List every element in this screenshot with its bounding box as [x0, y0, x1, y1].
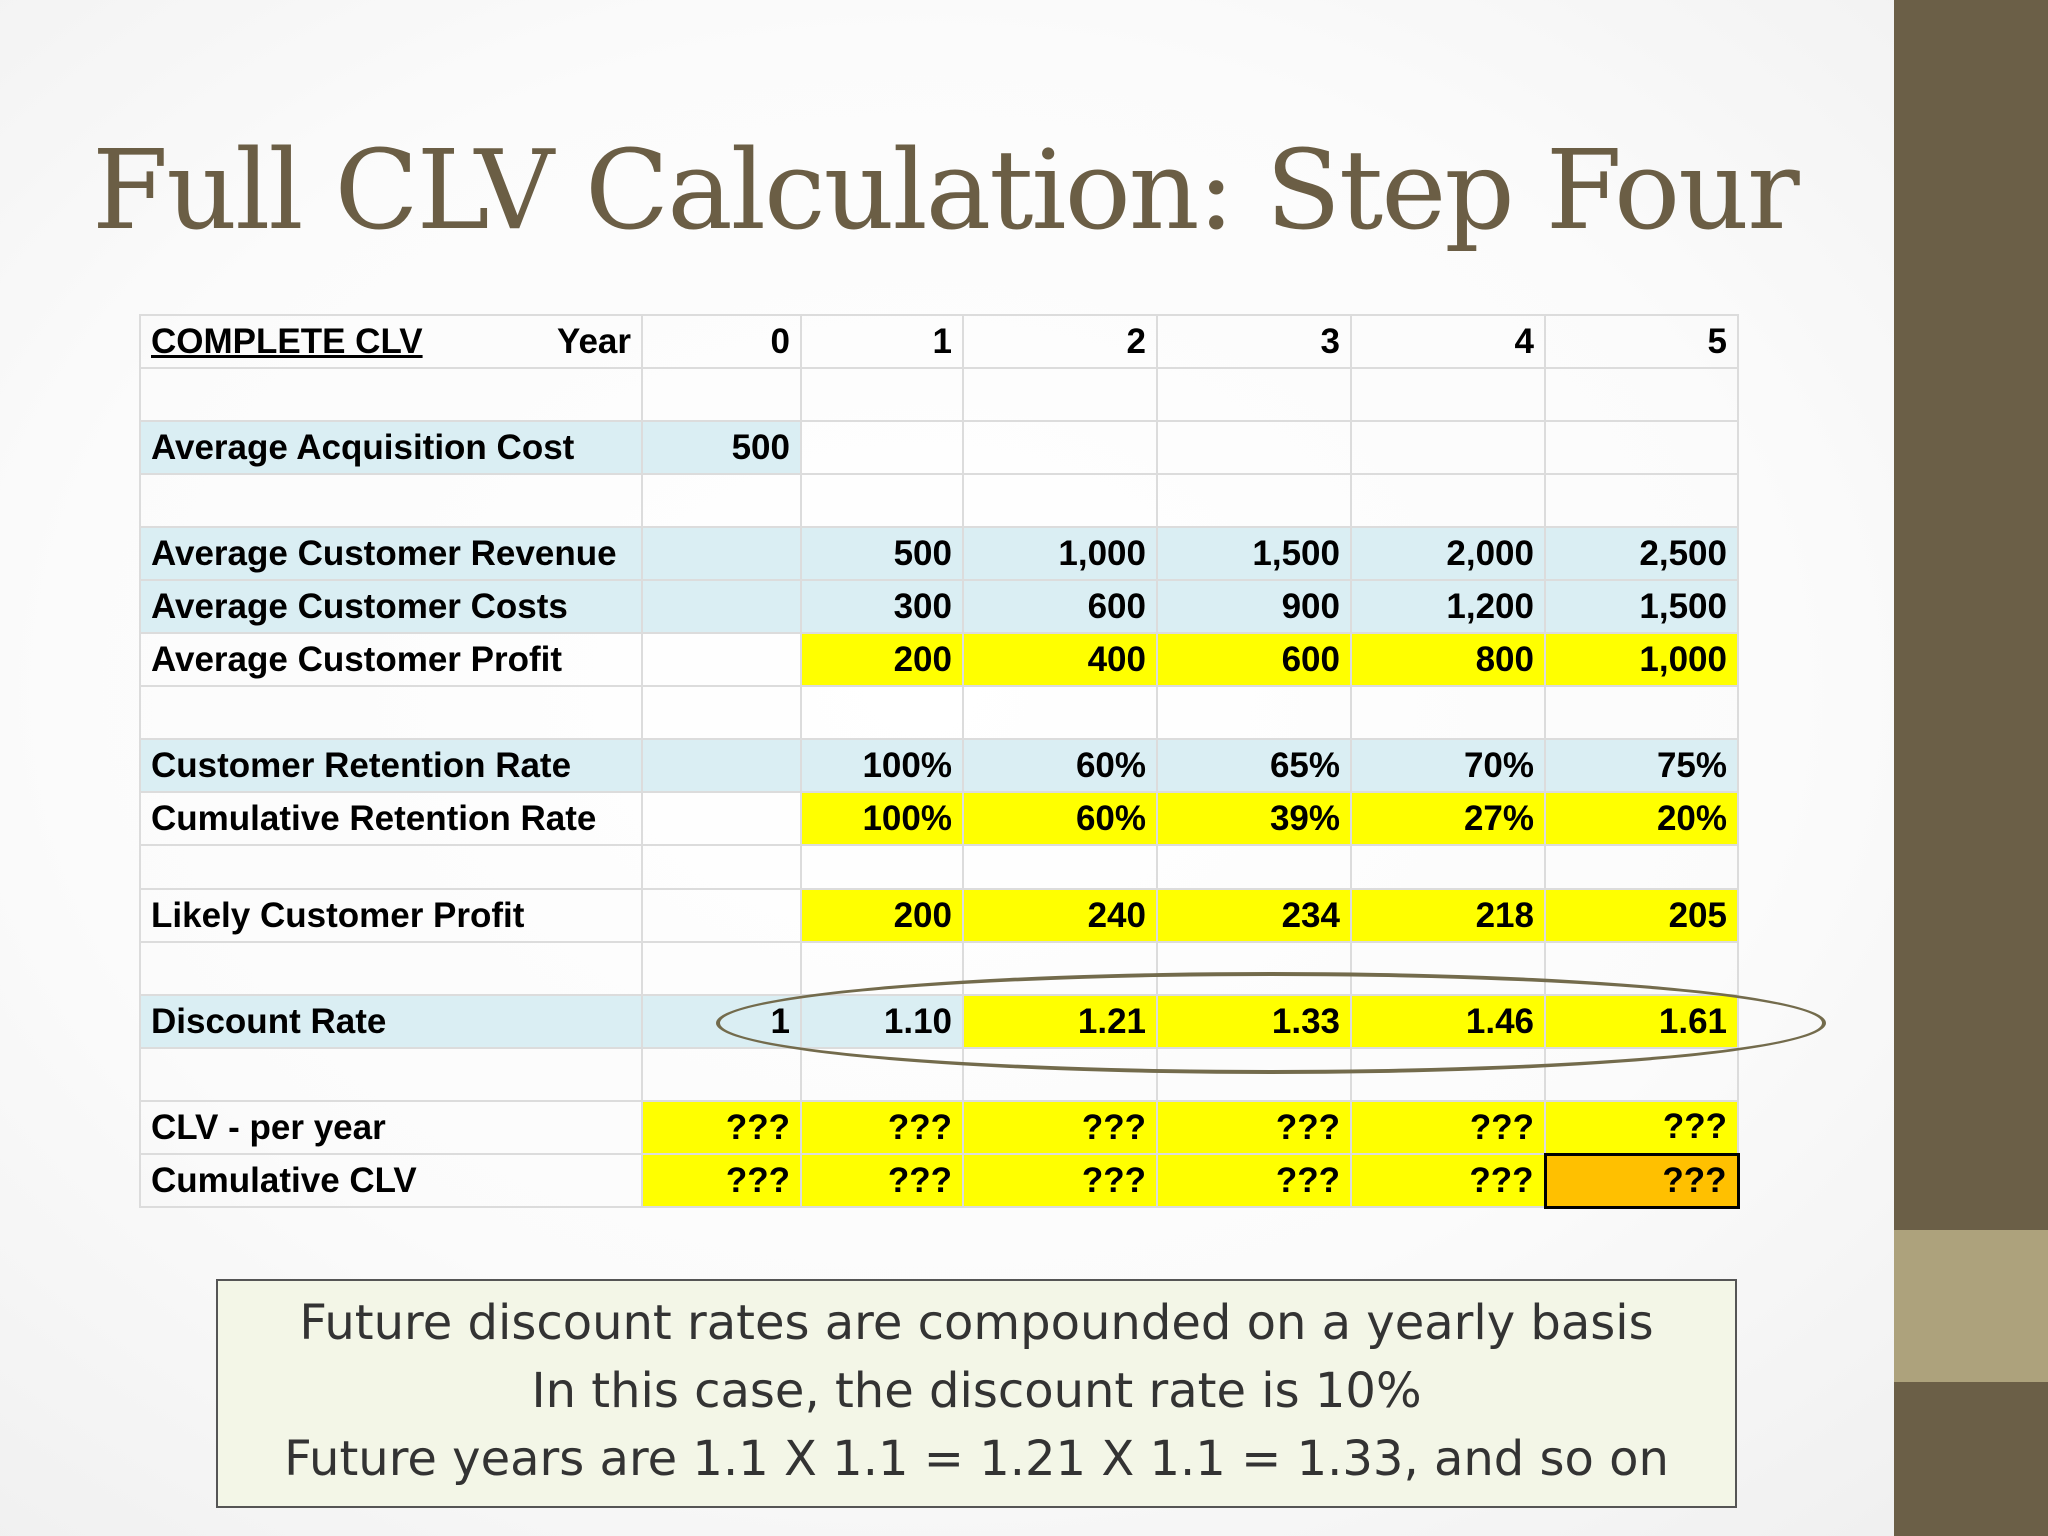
table-cell: ??? — [1544, 1100, 1739, 1155]
acquisition-cost-row: Average Acquisition Cost 500 — [139, 420, 1739, 475]
table-cell: 2,000 — [1350, 526, 1546, 581]
row-label: Average Acquisition Cost — [139, 420, 643, 475]
table-cell: 900 — [1156, 579, 1352, 634]
table-cell: 218 — [1350, 888, 1546, 943]
table-cell: ??? — [641, 1100, 802, 1155]
spacer-row — [139, 941, 1739, 996]
table-cell: 1,200 — [1350, 579, 1546, 634]
table-cell: 205 — [1544, 888, 1739, 943]
table-cell: 500 — [800, 526, 964, 581]
row-label: Likely Customer Profit — [139, 888, 643, 943]
year-header: 4 — [1350, 314, 1546, 369]
table-cell: 1.21 — [962, 994, 1158, 1049]
table-cell: 100% — [800, 738, 964, 793]
spacer-row — [139, 473, 1739, 528]
table-cell: 200 — [800, 632, 964, 687]
table-cell: ??? — [800, 1153, 964, 1208]
note-line: In this case, the discount rate is 10% — [531, 1363, 1422, 1419]
slide-title: Full CLV Calculation: Step Four — [92, 126, 1800, 254]
clv-table: COMPLETE CLV Year 0 1 2 3 4 5 Average Ac… — [139, 314, 1740, 1209]
table-cell: 1 — [641, 994, 802, 1049]
table-cell: ??? — [1156, 1100, 1352, 1155]
acquisition-cost-value: 500 — [641, 420, 802, 475]
table-cell: 70% — [1350, 738, 1546, 793]
table-cell: 400 — [962, 632, 1158, 687]
table-cell: 100% — [800, 791, 964, 846]
likely-profit-row: Likely Customer Profit 200 240 234 218 2… — [139, 888, 1739, 943]
header-label-cell: COMPLETE CLV Year — [139, 314, 643, 369]
table-cell: 1,000 — [1544, 632, 1739, 687]
table-cell: 1.10 — [800, 994, 964, 1049]
table-cell: 200 — [800, 888, 964, 943]
table-cell: 39% — [1156, 791, 1352, 846]
profit-row: Average Customer Profit 200 400 600 800 … — [139, 632, 1739, 687]
header-row: COMPLETE CLV Year 0 1 2 3 4 5 — [139, 314, 1739, 369]
table-cell: 75% — [1544, 738, 1739, 793]
revenue-row: Average Customer Revenue 500 1,000 1,500… — [139, 526, 1739, 581]
table-cell: 1,500 — [1544, 579, 1739, 634]
spacer-row — [139, 844, 1739, 890]
row-label: Cumulative Retention Rate — [139, 791, 643, 846]
table-cell: 234 — [1156, 888, 1352, 943]
table-cell: 1.46 — [1350, 994, 1546, 1049]
table-cell: 60% — [962, 791, 1158, 846]
table-cell: ??? — [962, 1100, 1158, 1155]
year-header: 5 — [1544, 314, 1739, 369]
row-label: Cumulative CLV — [139, 1153, 643, 1208]
table-cell: 800 — [1350, 632, 1546, 687]
note-box: Future discount rates are compounded on … — [216, 1279, 1737, 1508]
table-cell: 300 — [800, 579, 964, 634]
discount-rate-row: Discount Rate 1 1.10 1.21 1.33 1.46 1.61 — [139, 994, 1739, 1049]
table-cell: 600 — [962, 579, 1158, 634]
clv-per-year-row: CLV - per year ??? ??? ??? ??? ??? ??? — [139, 1100, 1739, 1155]
table-cell: 2,500 — [1544, 526, 1739, 581]
table-cell: ??? — [641, 1153, 802, 1208]
year-header: 0 — [641, 314, 802, 369]
year-label: Year — [557, 321, 631, 361]
cumulative-clv-row: Cumulative CLV ??? ??? ??? ??? ??? ??? — [139, 1152, 1740, 1209]
cumulative-retention-row: Cumulative Retention Rate 100% 60% 39% 2… — [139, 791, 1739, 846]
table-cell: ??? — [1350, 1100, 1546, 1155]
table-cell: ??? — [1350, 1153, 1546, 1208]
table-cell: 1,500 — [1156, 526, 1352, 581]
side-decor-accent — [1894, 1230, 2048, 1382]
row-label: Average Customer Profit — [139, 632, 643, 687]
table-cell: 1,000 — [962, 526, 1158, 581]
table-cell: 65% — [1156, 738, 1352, 793]
table-cell: ??? — [1156, 1153, 1352, 1208]
year-header: 3 — [1156, 314, 1352, 369]
table-cell: 240 — [962, 888, 1158, 943]
year-header: 1 — [800, 314, 964, 369]
spacer-row — [139, 367, 1739, 422]
spacer-row — [139, 685, 1739, 740]
costs-row: Average Customer Costs 300 600 900 1,200… — [139, 579, 1739, 634]
year-header: 2 — [962, 314, 1158, 369]
table-cell: 1.33 — [1156, 994, 1352, 1049]
spacer-row — [139, 1047, 1739, 1102]
table-cell: ??? — [800, 1100, 964, 1155]
table-title: COMPLETE CLV — [151, 321, 423, 361]
row-label: Average Customer Revenue — [139, 526, 643, 581]
row-label: Average Customer Costs — [139, 579, 643, 634]
note-line: Future discount rates are compounded on … — [299, 1295, 1654, 1351]
row-label: Discount Rate — [139, 994, 643, 1049]
retention-rate-row: Customer Retention Rate 100% 60% 65% 70%… — [139, 738, 1739, 793]
table-cell: 20% — [1544, 791, 1739, 846]
row-label: CLV - per year — [139, 1100, 643, 1155]
table-cell: ??? — [962, 1153, 1158, 1208]
note-line: Future years are 1.1 X 1.1 = 1.21 X 1.1 … — [284, 1431, 1669, 1487]
final-clv-cell: ??? — [1543, 1152, 1740, 1209]
table-cell: 60% — [962, 738, 1158, 793]
table-cell: 1.61 — [1544, 994, 1739, 1049]
table-cell: 27% — [1350, 791, 1546, 846]
table-cell: 600 — [1156, 632, 1352, 687]
row-label: Customer Retention Rate — [139, 738, 643, 793]
